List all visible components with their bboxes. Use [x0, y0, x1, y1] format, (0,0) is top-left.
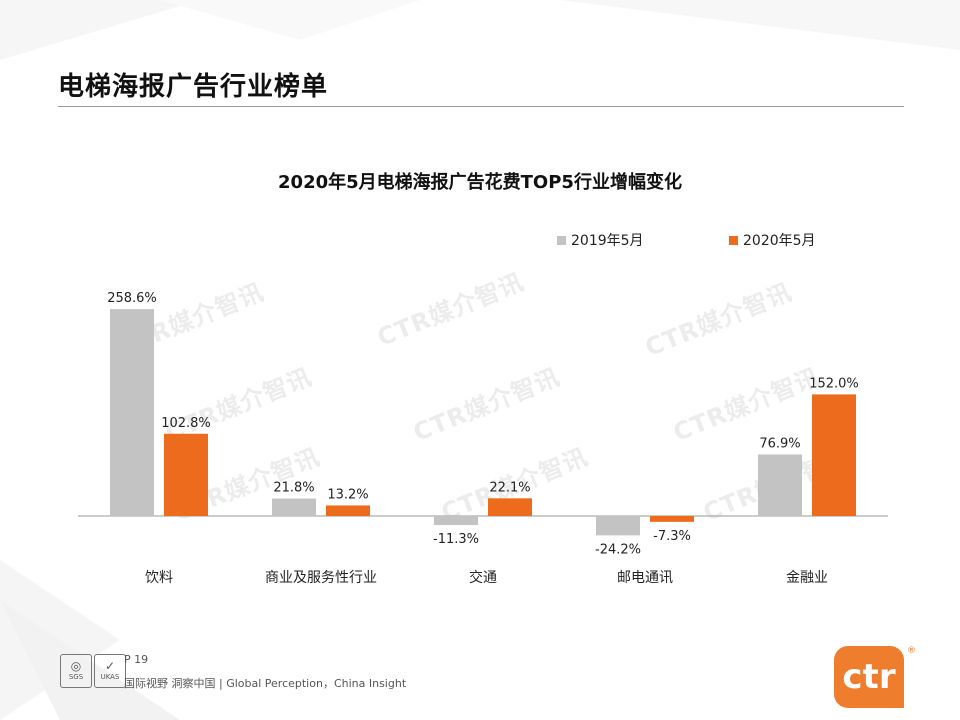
bar-2019-1 — [272, 498, 316, 516]
category-label-0: 饮料 — [145, 570, 173, 586]
title-divider — [58, 106, 904, 107]
cert-left-label: SGS — [68, 673, 84, 681]
chart-title: 2020年5月电梯海报广告花费TOP5行业增幅变化 — [278, 172, 682, 193]
data-label-2019-1: 21.8% — [273, 481, 314, 496]
data-label-2019-0: 258.6% — [107, 291, 157, 306]
registered-mark-icon: ® — [907, 646, 916, 656]
data-label-2019-2: -11.3% — [433, 532, 479, 547]
category-label-4: 金融业 — [786, 570, 828, 586]
legend-swatch-2020 — [729, 235, 738, 245]
bar-2019-2 — [434, 516, 478, 526]
page-number: P 19 — [124, 653, 149, 666]
data-label-2020-3: -7.3% — [653, 529, 691, 544]
bar-chart: 258.6% 102.8% 饮料 21.8% 13.2% 商业及服务性行业 -11.3% 22… — [78, 291, 888, 586]
bar-2020-3 — [650, 516, 694, 522]
legend-label-2019: 2019年5月 — [571, 233, 644, 249]
footer-tagline: 国际视野 洞察中国 | Global Perception，China Insi… — [124, 677, 407, 690]
cert-right-label: UKAS — [100, 673, 120, 681]
legend-item-2020: 2020年5月 — [729, 230, 816, 250]
bar-2020-2 — [488, 498, 532, 516]
bar-2019-0 — [110, 309, 154, 516]
data-label-2019-3: -24.2% — [595, 542, 641, 557]
legend-swatch-2019 — [557, 235, 566, 245]
data-label-2020-0: 102.8% — [161, 416, 211, 431]
category-label-3: 邮电通讯 — [617, 570, 673, 586]
bar-2019-4 — [758, 454, 802, 516]
ctr-logo: ctr — [834, 646, 904, 708]
data-label-2020-1: 13.2% — [327, 487, 368, 502]
bar-2020-1 — [326, 505, 370, 516]
category-label-1: 商业及服务性行业 — [265, 570, 377, 586]
data-label-2019-4: 76.9% — [759, 436, 800, 451]
category-label-2: 交通 — [469, 569, 497, 586]
legend-label-2020: 2020年5月 — [743, 233, 816, 249]
bar-2020-0 — [164, 433, 208, 516]
bar-2019-3 — [596, 516, 640, 536]
bar-2020-4 — [812, 394, 856, 516]
ukas-certification-icon: ✓ UKAS — [94, 654, 126, 688]
data-label-2020-4: 152.0% — [809, 376, 859, 391]
data-label-2020-2: 22.1% — [489, 480, 530, 495]
legend-item-2019: 2019年5月 — [557, 230, 644, 250]
page-title: 电梯海报广告行业榜单 — [58, 72, 329, 102]
sgs-certification-icon: ◎ SGS — [60, 654, 92, 688]
